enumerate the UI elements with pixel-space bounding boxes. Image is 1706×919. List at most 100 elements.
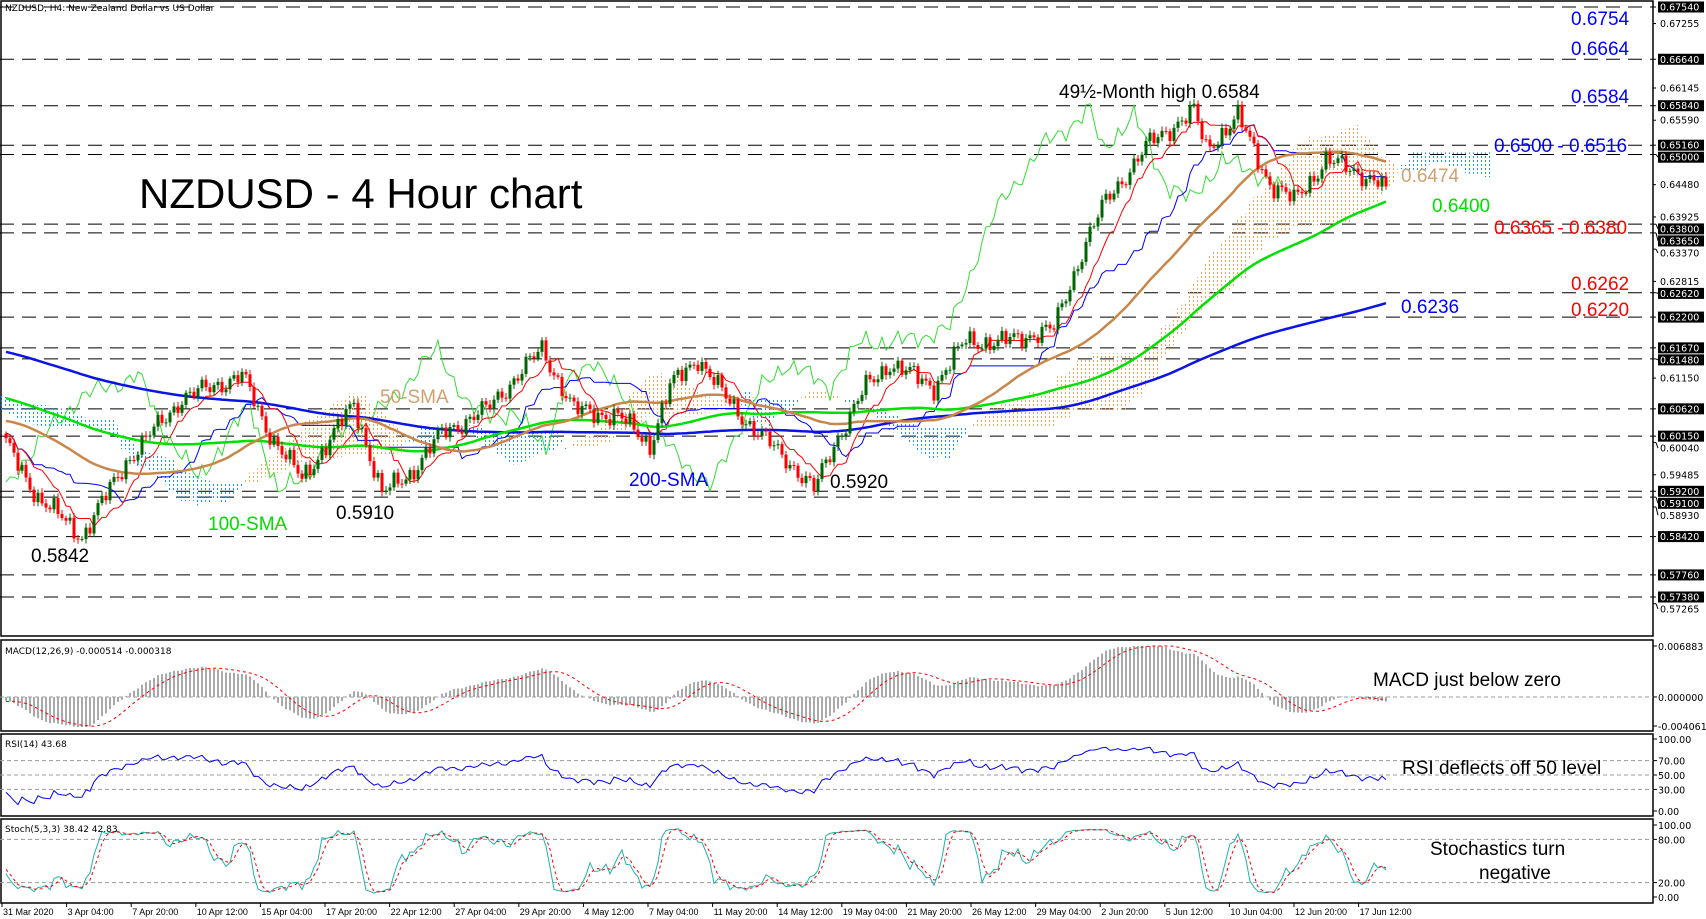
candle-body (492, 399, 496, 409)
cloud-segment (368, 402, 372, 456)
level-label-box (1658, 139, 1704, 151)
level-label-box (1658, 342, 1704, 354)
candle-body (816, 478, 820, 492)
candle-body (864, 374, 868, 395)
candle-body (296, 465, 300, 474)
candle-body (980, 348, 984, 350)
cloud-segment (1276, 176, 1280, 240)
candle-body (1384, 176, 1388, 187)
candle-body (736, 399, 740, 417)
candle-body (416, 470, 420, 480)
cloud-segment (840, 398, 844, 400)
candle-body (160, 414, 164, 423)
candle-body (484, 401, 488, 405)
candle-body (368, 445, 372, 462)
time-tick-label: 14 May 12:00 (778, 907, 833, 917)
candle-body (60, 513, 64, 519)
candle-body (1172, 127, 1176, 142)
candle-body (796, 465, 800, 478)
candle-body (668, 383, 672, 405)
cloud-segment (1328, 134, 1332, 226)
annotation-0.6365-0.6380: 0.6365 - 0.6380 (1494, 218, 1627, 239)
sma-200-line (5, 301, 1387, 436)
cloud-segment (1284, 163, 1288, 236)
cloud-segment (132, 443, 136, 459)
candle-body (840, 435, 844, 437)
cloud-segment (716, 399, 720, 411)
candle-body (1364, 179, 1368, 187)
cloud-segment (428, 425, 432, 445)
candle-body (1020, 333, 1024, 348)
candle-body (1072, 271, 1076, 291)
candle-body (1184, 120, 1188, 124)
time-tick-label: 10 Apr 12:00 (197, 907, 248, 917)
cloud-segment (1264, 188, 1268, 241)
candle-body (1292, 189, 1296, 202)
candle-body (700, 362, 704, 371)
candle-body (256, 405, 260, 407)
level-label-box (1658, 485, 1704, 497)
candle-body (104, 495, 108, 501)
candle-body (900, 360, 904, 375)
candle-body (84, 527, 88, 540)
level-label-box (1658, 287, 1704, 299)
level-label: 0.61670 (1660, 343, 1699, 354)
candle-body (624, 418, 628, 424)
candle-body (1060, 303, 1064, 308)
macd-axis-label: 0.006883 (1658, 642, 1703, 653)
candle-body (136, 454, 140, 461)
cloud-segment (908, 422, 912, 444)
candle-body (616, 408, 620, 413)
cloud-segment (308, 418, 312, 460)
candle-body (960, 344, 964, 347)
candle-body (676, 369, 680, 375)
cloud-segment (780, 398, 784, 414)
stoch-signal-line (5, 828, 1387, 893)
time-axis: 31 Mar 2020 3 Apr 04:00 7 Apr 20:00 10 Apr … (1, 903, 1412, 917)
candle-body (636, 429, 640, 438)
cloud-segment (24, 403, 28, 422)
candle-body (808, 475, 812, 478)
cloud-segment (1188, 290, 1192, 322)
candle-body (20, 464, 24, 471)
candle-body (328, 439, 332, 456)
cloud-segment (248, 472, 252, 484)
cloud-segment (1100, 353, 1104, 412)
candle-body (936, 380, 940, 401)
candle-body (248, 374, 252, 387)
cloud-segment (524, 432, 528, 462)
candle-body (1048, 324, 1052, 329)
cloud-segment (1172, 318, 1176, 346)
candle-body (868, 374, 872, 380)
level-label: 0.57380 (1660, 592, 1699, 603)
cloud-segment (588, 432, 592, 448)
kijun-sen-line (5, 124, 1386, 503)
cloud-segment (60, 408, 64, 429)
cloud-segment (1304, 141, 1308, 226)
level-label-box (1658, 53, 1704, 65)
candle-body (784, 454, 788, 469)
cloud-segment (156, 453, 160, 478)
candle-body (408, 470, 412, 480)
cloud-segment (784, 398, 788, 413)
cloud-segment (1256, 195, 1260, 252)
candle-body (1212, 146, 1216, 148)
rsi-axis-label: 0.00 (1658, 807, 1679, 818)
candle-body (204, 379, 208, 388)
cloud-segment (860, 406, 864, 409)
candle-body (1064, 301, 1068, 304)
candle-body (912, 366, 916, 368)
annotation-sma200-value: 0.6236 (1401, 297, 1459, 318)
candle-body (344, 408, 348, 427)
cloud-segment (880, 408, 884, 420)
cloud-segment (1036, 396, 1040, 427)
cloud-segment (1484, 152, 1488, 178)
cloud-segment (656, 374, 660, 417)
rsi-axis-label: 70.00 (1658, 757, 1685, 768)
cloud-segment (724, 399, 728, 410)
time-tick-label: 7 May 04:00 (649, 907, 699, 917)
cloud-segment (1444, 152, 1448, 163)
candle-body (1320, 169, 1324, 179)
candle-body (1000, 331, 1004, 340)
cloud-segment (1220, 242, 1224, 291)
